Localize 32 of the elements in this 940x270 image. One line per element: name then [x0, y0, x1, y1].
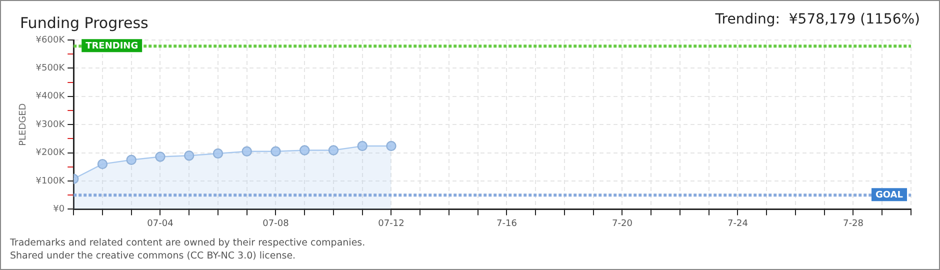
chart-title: Funding Progress [20, 14, 149, 32]
x-tick-label: 7-16 [496, 218, 518, 229]
y-tick-label: ¥300K [36, 120, 66, 130]
point [212, 148, 224, 159]
point [270, 146, 281, 156]
ref-line-label: GOAL [876, 190, 904, 200]
y-tick-label: ¥0 [53, 204, 65, 215]
point [357, 140, 368, 152]
x-tick-label: 7-20 [612, 218, 633, 229]
y-tick-label: ¥500K [36, 64, 66, 74]
point [386, 140, 396, 152]
text: Trademarks and related content are owned by their respective companies. [9, 237, 366, 248]
point [155, 152, 166, 162]
text: Shared under the creative commons (CC BY-NC 3.0) license. [10, 250, 296, 262]
x-tick-label: 7-24 [728, 218, 748, 229]
point [126, 154, 136, 165]
chart-subtitle: Trending: ¥578,179 (1156%) [714, 12, 920, 28]
point [184, 150, 194, 161]
y-tick-label: ¥600K [36, 35, 66, 46]
y-tick-label: ¥100K [36, 176, 66, 186]
x-tick-label: 07-08 [262, 218, 290, 229]
x-tick-label: 07-12 [378, 218, 404, 229]
ref-line-label: TRENDING [86, 41, 138, 52]
y-tick-label: ¥400K [36, 92, 66, 102]
x-tick-label: 07-04 [147, 218, 174, 229]
point [328, 145, 339, 156]
point [97, 158, 108, 170]
point [300, 145, 310, 156]
y-axis-title: PLEDGED [18, 103, 29, 146]
point [242, 146, 252, 156]
x-tick-label: 7-28 [843, 218, 864, 229]
y-tick-label: ¥200K [36, 148, 66, 158]
